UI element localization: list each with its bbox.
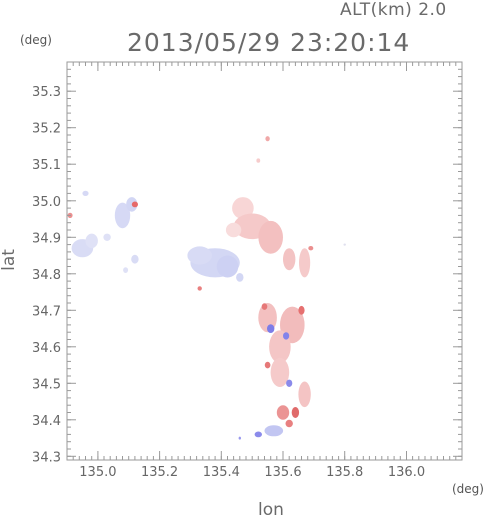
echo-region-29	[261, 303, 268, 310]
echo-region-31	[270, 357, 290, 387]
echo-region-28	[283, 332, 290, 340]
echo-region-34	[298, 381, 311, 408]
echo-region-1	[85, 233, 98, 249]
echo-region-7	[131, 201, 138, 208]
echo-region-27	[267, 324, 275, 333]
y-axis-unit: (deg)	[20, 33, 52, 47]
echo-region-23	[308, 246, 314, 251]
echo-region-5	[114, 202, 131, 229]
echo-layer	[67, 136, 346, 440]
echo-region-11	[187, 246, 212, 265]
axes-layer	[66, 61, 463, 461]
echo-region-15	[232, 197, 254, 220]
echo-region-2	[103, 233, 111, 241]
x-axis-unit: (deg)	[452, 482, 484, 496]
echo-region-33	[264, 361, 271, 369]
y-tick-label: 35.1	[32, 158, 61, 173]
echo-region-18	[225, 222, 242, 238]
x-tick-label: 135.8	[326, 465, 363, 480]
echo-region-22	[299, 248, 311, 278]
echo-region-38	[254, 431, 262, 438]
x-tick-label: 135.0	[79, 465, 116, 480]
echo-region-39	[285, 419, 293, 428]
x-tick-label: 135.6	[264, 465, 301, 480]
y-tick-label: 34.3	[32, 450, 61, 465]
echo-region-12	[216, 255, 239, 278]
plot-frame	[66, 61, 463, 461]
echo-region-41	[343, 243, 346, 246]
echo-region-17	[258, 220, 284, 254]
echo-region-40	[238, 436, 241, 440]
echo-region-19	[265, 136, 270, 142]
x-axis-label: lon	[258, 500, 284, 520]
x-tick-label: 136.0	[388, 465, 425, 480]
x-tick-label: 135.2	[141, 465, 178, 480]
x-tick-label: 135.4	[203, 465, 240, 480]
y-tick-label: 34.8	[32, 268, 61, 283]
echo-region-21	[283, 248, 296, 271]
y-tick-label: 34.4	[32, 414, 61, 429]
echo-region-36	[291, 407, 300, 418]
echo-region-30	[298, 305, 305, 315]
echo-region-9	[123, 267, 129, 273]
echo-region-4	[82, 190, 89, 196]
y-tick-label: 35.2	[32, 122, 61, 137]
echo-region-14	[197, 286, 202, 291]
y-tick-label: 34.9	[32, 231, 61, 246]
echo-region-8	[131, 254, 139, 264]
echo-region-13	[236, 273, 244, 282]
altitude-label: ALT(km) 2.0	[340, 0, 447, 20]
echo-region-35	[276, 405, 290, 420]
y-tick-label: 35.0	[32, 195, 61, 210]
echo-region-32	[286, 379, 293, 387]
echo-region-37	[264, 425, 284, 437]
y-tick-label: 34.5	[32, 377, 61, 392]
y-tick-label: 34.7	[32, 304, 61, 319]
y-tick-label: 34.6	[32, 341, 61, 356]
echo-region-20	[256, 158, 261, 163]
tick-labels: 135.0 135.2 135.4 135.6 135.8 136.0 34.3 34.4 34…	[32, 85, 425, 480]
y-tick-label: 35.3	[32, 85, 61, 100]
timestamp-title: 2013/05/29 23:20:14	[127, 28, 411, 57]
